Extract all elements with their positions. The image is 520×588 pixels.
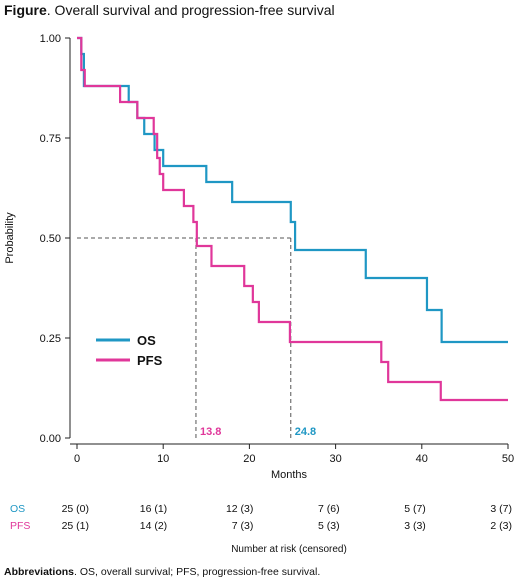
abbreviations-note: Abbreviations. OS, overall survival; PFS…	[4, 566, 320, 578]
risk-cell: 16 (1)	[140, 503, 167, 515]
legend-label-pfs: PFS	[137, 353, 163, 368]
risk-cell: 25 (0)	[62, 503, 89, 515]
x-tick-label: 50	[502, 453, 514, 465]
y-tick-label: 0.50	[40, 233, 61, 245]
x-tick-label: 0	[74, 453, 80, 465]
figure-title-rest: . Overall survival and progression-free …	[46, 2, 335, 18]
median-label-pfs: 13.8	[200, 426, 221, 438]
series-line-pfs	[77, 36, 508, 402]
abbreviations-rest: . OS, overall survival; PFS, progression…	[74, 566, 321, 578]
risk-cell: 7 (6)	[318, 503, 340, 515]
risk-row-label-os: OS	[10, 503, 25, 515]
risk-cell: 12 (3)	[226, 503, 253, 515]
risk-cell: 5 (7)	[404, 503, 426, 515]
series-line-os	[77, 36, 508, 344]
risk-cell: 3 (3)	[404, 520, 426, 532]
x-axis-label: Months	[271, 469, 308, 481]
risk-cell: 25 (1)	[62, 520, 89, 532]
risk-table-caption: Number at risk (censored)	[231, 544, 347, 555]
x-tick-label: 40	[416, 453, 428, 465]
x-tick-label: 20	[243, 453, 255, 465]
km-chart: 0.00 0.25 0.50 0.75 1.00 0 10 20 30 40 50 13.8 24.…	[4, 33, 514, 555]
median-label-os: 24.8	[295, 426, 316, 438]
figure-title: Figure. Overall survival and progression…	[4, 2, 335, 18]
y-tick-label: 0.00	[40, 433, 61, 445]
risk-row-label-pfs: PFS	[10, 520, 30, 532]
y-tick-label: 1.00	[40, 33, 61, 45]
figure-title-bold: Figure	[4, 2, 47, 18]
y-tick-label: 0.75	[40, 133, 61, 145]
legend-label-os: OS	[137, 333, 156, 348]
risk-cell: 2 (3)	[490, 520, 512, 532]
risk-cell: 7 (3)	[232, 520, 254, 532]
risk-cell: 14 (2)	[140, 520, 167, 532]
risk-cell: 5 (3)	[318, 520, 340, 532]
abbreviations-bold: Abbreviations	[4, 566, 75, 578]
y-axis-label: Probability	[4, 212, 16, 264]
x-tick-label: 30	[329, 453, 341, 465]
y-tick-label: 0.25	[40, 333, 61, 345]
risk-cell: 3 (7)	[490, 503, 512, 515]
x-tick-label: 10	[157, 453, 169, 465]
